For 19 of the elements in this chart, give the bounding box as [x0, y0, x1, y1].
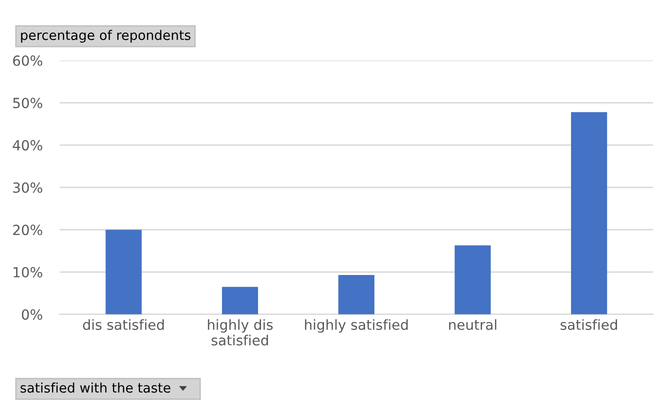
bar: [106, 230, 142, 314]
x-tick-label: neutral: [449, 319, 496, 330]
bar: [454, 245, 491, 314]
y-tick-label: 20%: [13, 224, 42, 236]
y-tick-label: 0%: [22, 309, 42, 320]
x-tick-label: highly satisfied: [305, 319, 408, 333]
bar: [338, 274, 374, 314]
y-tick-label: 30%: [13, 182, 42, 193]
y-axis-title: percentage of repondents: [21, 30, 190, 43]
y-tick-label: 50%: [13, 98, 42, 108]
bar: [222, 286, 258, 314]
x-tick-label: highly dis satisfied: [208, 319, 273, 346]
y-tick-label: 10%: [14, 266, 42, 278]
x-axis-title: satisfied with the taste: [20, 382, 170, 393]
x-tick-label: satisfied: [560, 319, 617, 330]
y-tick-label: 60%: [13, 55, 42, 66]
x-tick-label: dis satisfied: [83, 319, 164, 330]
bar: [571, 112, 608, 314]
y-tick-label: 40%: [12, 140, 42, 151]
